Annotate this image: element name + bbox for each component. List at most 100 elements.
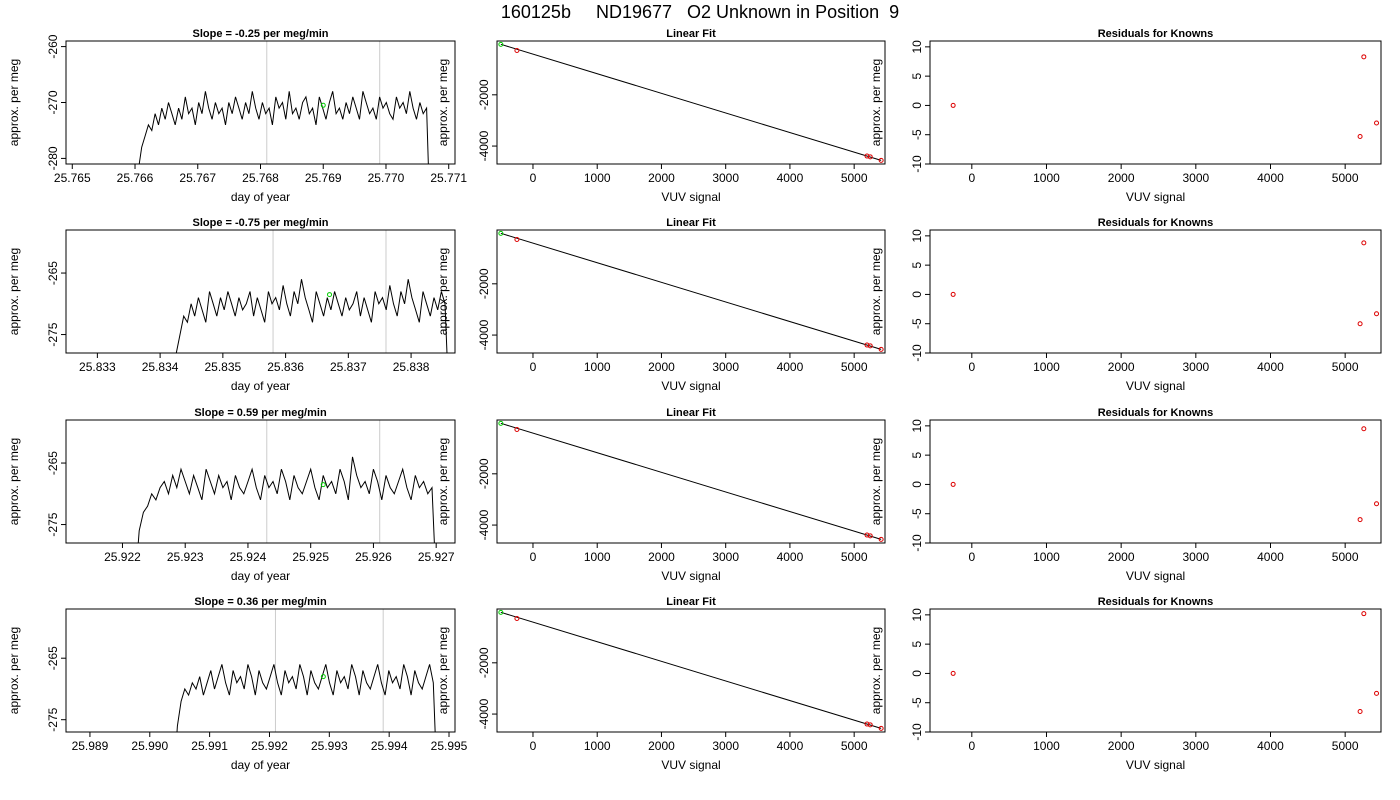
x-tick-label: 25.994: [371, 739, 408, 753]
panel-title: Linear Fit: [666, 28, 716, 40]
panel-r4-c2: Linear Fit 0 1000 2000 3000 4000 5000 -2000 -400…: [436, 596, 886, 772]
x-tick-label: 1000: [584, 550, 611, 564]
x-tick-label: 2000: [1108, 739, 1135, 753]
known-point: [867, 154, 873, 160]
x-axis-label: VUV signal: [661, 758, 720, 772]
y-tick-label: -5: [910, 697, 924, 708]
x-tick-label: 25.922: [104, 550, 141, 564]
standard-point: [498, 420, 504, 426]
x-tick-label: 3000: [712, 171, 739, 185]
y-tick-label: 10: [910, 419, 924, 433]
y-tick-label: 5: [910, 640, 924, 647]
y-axis-label: approx. per meg: [436, 248, 450, 335]
x-axis-label: VUV signal: [661, 569, 720, 583]
known-point: [867, 722, 873, 728]
x-tick-label: 25.924: [230, 550, 267, 564]
x-tick-label: 25.770: [368, 171, 405, 185]
known-point: [1361, 240, 1367, 246]
x-tick-label: 2000: [1108, 360, 1135, 374]
plot-frame: [496, 608, 886, 733]
plot-frame: [65, 40, 456, 165]
x-tick-label: 2000: [1108, 171, 1135, 185]
plot-frame: [496, 419, 886, 544]
known-point: [1361, 426, 1367, 432]
plot-frame: [65, 419, 456, 544]
panel-r4-c3: Residuals for Knowns 0 1000 2000 3000 4000 500…: [869, 596, 1382, 772]
x-tick-label: 2000: [648, 550, 675, 564]
panel-r2-c1: Slope = -0.75 per meg/min 25.833 25.834 25.…: [7, 217, 456, 393]
x-tick-label: 25.837: [330, 360, 367, 374]
panel-r1-c3: Residuals for Knowns 0 1000 2000 3000 4000 500…: [869, 28, 1382, 204]
y-tick-label: -265: [46, 451, 60, 475]
series-line: [176, 664, 436, 732]
known-point: [1374, 501, 1380, 507]
panel-title: Slope = -0.75 per meg/min: [192, 217, 328, 229]
x-tick-label: 25.923: [167, 550, 204, 564]
x-tick-label: 3000: [1182, 739, 1209, 753]
x-axis-label: VUV signal: [1126, 190, 1185, 204]
plot-area: [138, 41, 429, 164]
series-line: [137, 456, 435, 543]
known-point: [1361, 54, 1367, 60]
x-tick-label: 4000: [777, 171, 804, 185]
panel-title: Slope = -0.25 per meg/min: [192, 28, 328, 40]
y-axis-label: approx. per meg: [869, 438, 883, 525]
known-point: [514, 615, 520, 621]
y-tick-label: 5: [910, 451, 924, 458]
known-point: [867, 533, 873, 539]
standard-point: [498, 41, 504, 47]
y-tick-label: -5: [910, 318, 924, 329]
x-tick-label: 5000: [841, 360, 868, 374]
y-tick-label: -2000: [477, 268, 491, 299]
known-point: [864, 721, 870, 727]
known-point: [950, 481, 956, 487]
standard-point: [498, 230, 504, 236]
y-tick-label: -5: [910, 129, 924, 140]
y-tick-label: 5: [910, 261, 924, 268]
y-tick-label: -275: [46, 322, 60, 346]
plot-area: [498, 609, 884, 731]
y-tick-label: -4000: [477, 698, 491, 729]
plot-frame: [929, 419, 1382, 544]
y-tick-label: -275: [46, 512, 60, 536]
y-axis-label: approx. per meg: [436, 627, 450, 714]
panel-r1-c1: Slope = -0.25 per meg/min 25.765 25.766 25.…: [7, 28, 467, 204]
x-tick-label: 3000: [712, 360, 739, 374]
x-tick-label: 3000: [712, 550, 739, 564]
x-tick-label: 25.835: [205, 360, 242, 374]
series-line: [138, 91, 429, 164]
x-tick-label: 0: [530, 360, 537, 374]
panel-title: Slope = 0.59 per meg/min: [194, 407, 327, 419]
x-axis-label: day of year: [231, 758, 290, 772]
x-tick-label: 25.766: [117, 171, 154, 185]
x-tick-label: 0: [968, 739, 975, 753]
x-tick-label: 1000: [584, 360, 611, 374]
fit-line: [500, 611, 882, 729]
x-tick-label: 25.989: [72, 739, 109, 753]
plot-area: [498, 41, 884, 163]
standard-point: [320, 102, 326, 108]
x-tick-label: 5000: [841, 171, 868, 185]
y-tick-label: 10: [910, 40, 924, 54]
panel-title: Residuals for Knowns: [1098, 28, 1214, 40]
x-tick-label: 1000: [1033, 739, 1060, 753]
plot-area: [498, 420, 884, 542]
known-point: [878, 346, 884, 352]
standard-point: [498, 609, 504, 615]
panel-r2-c2: Linear Fit 0 1000 2000 3000 4000 5000 -2000 -400…: [436, 217, 886, 393]
x-axis-label: VUV signal: [1126, 758, 1185, 772]
x-tick-label: 2000: [648, 360, 675, 374]
plot-area: [950, 240, 1380, 327]
x-tick-label: 25.990: [131, 739, 168, 753]
x-tick-label: 1000: [1033, 171, 1060, 185]
y-tick-label: 5: [910, 72, 924, 79]
panel-r4-c1: Slope = 0.36 per meg/min 25.989 25.990 25.9…: [7, 596, 468, 772]
plot-area: [950, 426, 1380, 523]
x-tick-label: 25.836: [267, 360, 304, 374]
x-tick-label: 2000: [1108, 550, 1135, 564]
y-axis-label: approx. per meg: [869, 627, 883, 714]
known-point: [1357, 321, 1363, 327]
y-tick-label: -10: [910, 534, 924, 552]
x-tick-label: 0: [968, 171, 975, 185]
plot-area: [137, 420, 435, 543]
